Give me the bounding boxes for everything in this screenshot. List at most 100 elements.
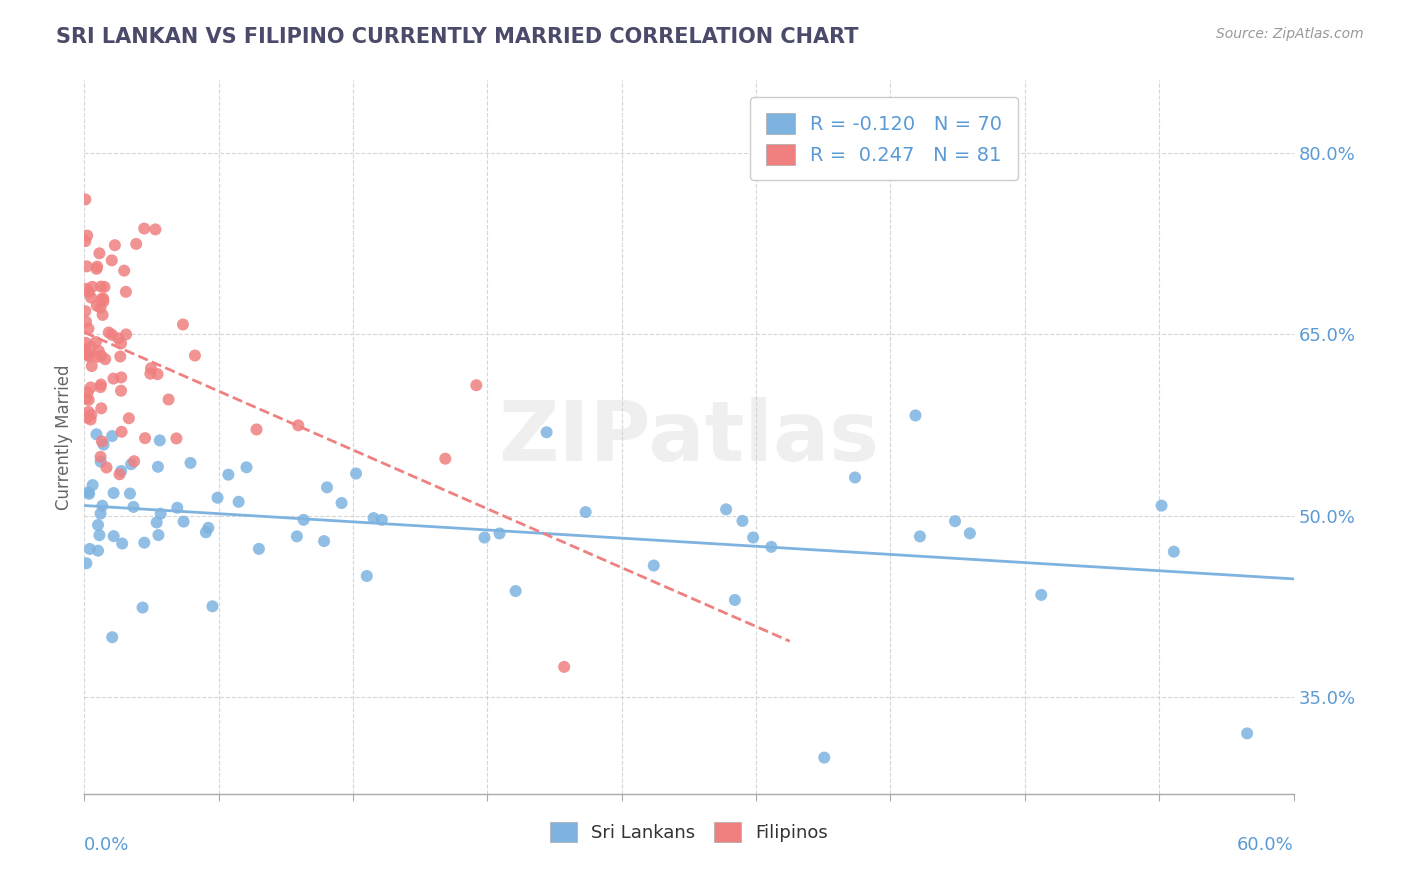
Point — [505, 584, 527, 599]
Point — [110, 384, 132, 398]
Point — [89, 246, 111, 260]
Point — [134, 535, 156, 549]
Point — [908, 529, 931, 543]
Point — [77, 487, 100, 501]
Point — [93, 280, 115, 294]
Point — [76, 228, 98, 243]
Point — [1031, 588, 1053, 602]
Point — [157, 392, 180, 407]
Text: ZIPatlas: ZIPatlas — [499, 397, 879, 477]
Point — [75, 193, 97, 207]
Point — [434, 451, 457, 466]
Point — [235, 460, 257, 475]
Point — [90, 292, 112, 306]
Point — [77, 321, 100, 335]
Point — [115, 327, 138, 342]
Point — [91, 294, 114, 309]
Point — [148, 528, 170, 542]
Point — [77, 285, 100, 300]
Point — [184, 349, 207, 363]
Point — [904, 409, 927, 423]
Point — [80, 408, 103, 422]
Y-axis label: Currently Married: Currently Married — [55, 364, 73, 510]
Point — [96, 460, 118, 475]
Point — [245, 422, 267, 436]
Point — [120, 457, 142, 471]
Point — [1150, 499, 1173, 513]
Point — [292, 513, 315, 527]
Point — [94, 352, 117, 367]
Point — [465, 378, 488, 392]
Point — [643, 558, 665, 573]
Point — [110, 370, 132, 384]
Text: 60.0%: 60.0% — [1237, 836, 1294, 854]
Point — [90, 401, 112, 416]
Point — [363, 511, 385, 525]
Point — [80, 291, 103, 305]
Point — [76, 410, 98, 425]
Point — [75, 343, 97, 357]
Point — [118, 486, 141, 500]
Point — [110, 464, 132, 478]
Point — [97, 326, 120, 340]
Point — [134, 221, 156, 235]
Point — [75, 315, 97, 329]
Point — [172, 318, 194, 332]
Point — [145, 222, 167, 236]
Point — [77, 350, 100, 364]
Point — [75, 335, 97, 350]
Point — [86, 261, 108, 276]
Point — [79, 541, 101, 556]
Point — [731, 514, 754, 528]
Point — [90, 454, 112, 468]
Point — [122, 454, 145, 468]
Point — [75, 234, 97, 248]
Point — [89, 450, 111, 464]
Point — [87, 344, 110, 359]
Point — [80, 359, 103, 373]
Point — [77, 405, 100, 419]
Point — [90, 349, 112, 363]
Point — [103, 371, 125, 385]
Point — [714, 502, 737, 516]
Point — [285, 529, 308, 543]
Point — [87, 518, 110, 533]
Legend: R = -0.120   N = 70, R =  0.247   N = 81: R = -0.120 N = 70, R = 0.247 N = 81 — [749, 97, 1018, 180]
Point — [488, 526, 510, 541]
Point — [197, 521, 219, 535]
Point — [110, 425, 132, 439]
Point — [110, 350, 132, 364]
Point — [959, 526, 981, 541]
Point — [118, 411, 141, 425]
Point — [312, 534, 335, 549]
Point — [103, 486, 125, 500]
Point — [207, 491, 229, 505]
Point — [112, 263, 135, 277]
Text: Source: ZipAtlas.com: Source: ZipAtlas.com — [1216, 27, 1364, 41]
Point — [104, 238, 127, 252]
Point — [91, 308, 114, 322]
Point — [287, 418, 309, 433]
Point — [139, 361, 162, 376]
Point — [166, 500, 188, 515]
Point — [86, 260, 108, 274]
Point — [77, 392, 100, 407]
Point — [724, 593, 747, 607]
Text: SRI LANKAN VS FILIPINO CURRENTLY MARRIED CORRELATION CHART: SRI LANKAN VS FILIPINO CURRENTLY MARRIED… — [56, 27, 859, 46]
Point — [80, 340, 103, 354]
Point — [110, 336, 132, 351]
Point — [75, 556, 97, 570]
Point — [371, 513, 394, 527]
Point — [107, 331, 129, 345]
Point — [115, 285, 138, 299]
Point — [330, 496, 353, 510]
Point — [575, 505, 598, 519]
Point — [356, 569, 378, 583]
Point — [217, 467, 239, 482]
Point — [87, 543, 110, 558]
Point — [344, 467, 367, 481]
Point — [228, 495, 250, 509]
Point — [90, 380, 112, 394]
Point — [742, 531, 765, 545]
Point — [101, 630, 124, 644]
